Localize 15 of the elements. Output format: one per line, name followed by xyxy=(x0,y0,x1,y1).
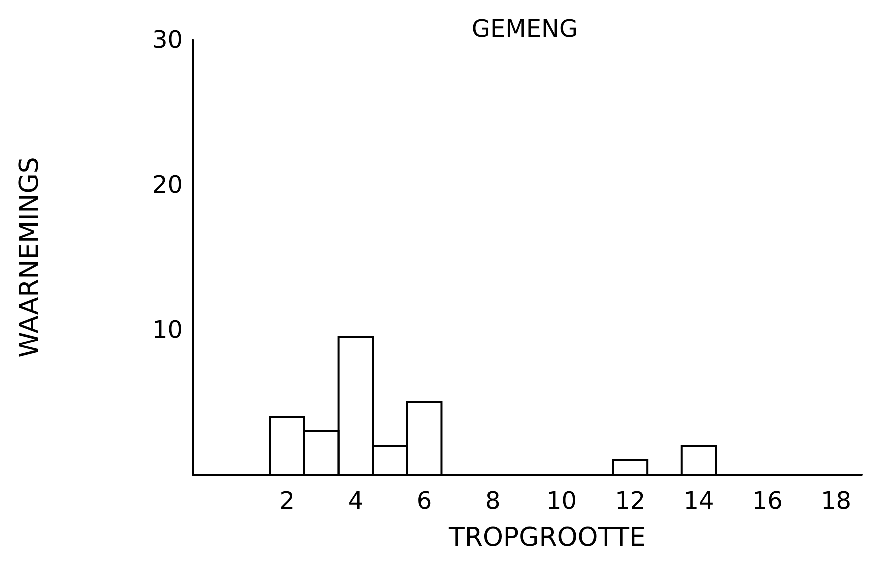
x-tick-label: 14 xyxy=(684,487,714,515)
chart-title: GEMENG xyxy=(472,15,578,43)
y-tick-label: 30 xyxy=(152,26,183,54)
y-axis-title: WAARNEMINGS xyxy=(15,157,45,358)
x-tick-label: 8 xyxy=(486,487,501,515)
x-tick-label: 18 xyxy=(820,487,852,515)
x-tick-label: 10 xyxy=(546,487,578,515)
x-tick-label: 2 xyxy=(280,487,295,515)
x-tick-label: 4 xyxy=(348,487,364,515)
x-tick-label: 16 xyxy=(752,487,783,515)
x-tick-label: 6 xyxy=(416,487,432,515)
y-tick-label: 20 xyxy=(152,171,183,199)
y-tick-label: 10 xyxy=(152,316,183,344)
x-axis-title: TROPGROOTTE xyxy=(448,523,646,553)
x-tick-label: 12 xyxy=(615,487,646,515)
